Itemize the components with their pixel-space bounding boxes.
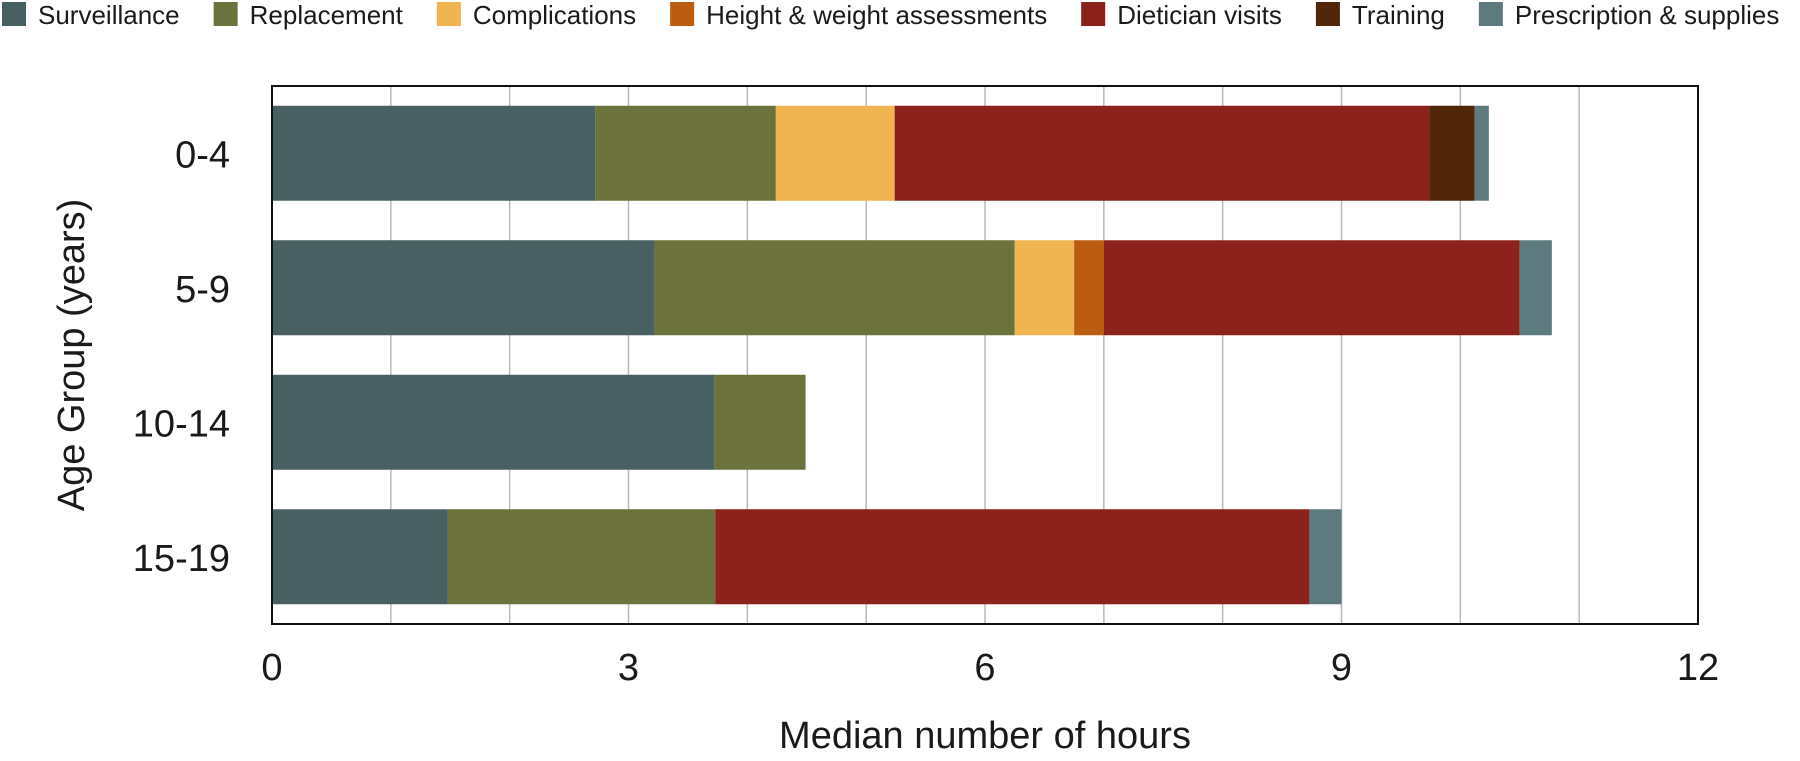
bar-segment [1474, 105, 1489, 201]
bar-segment [1014, 240, 1075, 336]
y-tick-label: 10-14 [133, 403, 230, 445]
bar-segment [1074, 240, 1104, 336]
y-tick-label: 5-9 [175, 269, 230, 311]
bar-segment [1519, 240, 1552, 336]
legend-label: Complications [473, 0, 636, 30]
x-tick-label: 3 [618, 647, 639, 689]
legend-item: Replacement [213, 0, 404, 30]
legend-item: Complications [436, 0, 636, 30]
legend-item: Surveillance [2, 0, 180, 30]
x-tick-label: 0 [261, 647, 282, 689]
legend-swatch [1478, 2, 1503, 26]
bar-segment [715, 509, 1310, 605]
legend: Surveillance Replacement Complications Heig… [2, 0, 1779, 30]
bar-segment [894, 105, 1430, 201]
y-axis-title: Age Group (years) [51, 199, 93, 512]
bar-segment [1309, 509, 1342, 605]
legend-label: Dietician visits [1117, 0, 1282, 30]
y-tick-label: 15-19 [133, 538, 230, 580]
bar-segment [595, 105, 776, 201]
y-tick-label: 0-4 [175, 134, 230, 176]
legend-swatch [670, 2, 695, 26]
bar-segment [1429, 105, 1475, 201]
legend-item: Dietician visits [1081, 0, 1282, 30]
plot-area [271, 85, 1699, 625]
legend-swatch [213, 2, 238, 26]
legend-item: Training [1315, 0, 1445, 30]
bar-segment [1103, 240, 1520, 336]
plot-border [271, 85, 1699, 625]
bar-segment [447, 509, 716, 605]
bar-segment [654, 240, 1015, 336]
bar-segment [272, 105, 596, 201]
legend-label: Training [1352, 0, 1445, 30]
legend-label: Prescription & supplies [1515, 0, 1779, 30]
bar-segment [272, 509, 448, 605]
legend-item: Prescription & supplies [1478, 0, 1779, 30]
bar-segment [714, 374, 806, 470]
bar-segment [272, 240, 655, 336]
legend-label: Height & weight assessments [706, 0, 1047, 30]
bar-segment [775, 105, 895, 201]
legend-item: Height & weight assessments [670, 0, 1047, 30]
legend-label: Replacement [250, 0, 404, 30]
x-tick-label: 6 [974, 647, 995, 689]
legend-swatch [1081, 2, 1106, 26]
y-tick-labels: 0-4 5-9 10-14 15-19 [133, 134, 230, 580]
x-tick-label: 9 [1331, 647, 1352, 689]
legend-swatch [436, 2, 461, 26]
legend-label: Surveillance [38, 0, 180, 30]
bar-segment [272, 374, 715, 470]
legend-swatch [2, 2, 26, 26]
legend-swatch [1315, 2, 1340, 26]
x-tick-label: 12 [1677, 647, 1719, 689]
x-tick-labels: 0 3 6 9 12 [261, 647, 1719, 689]
x-axis-title: Median number of hours [779, 715, 1191, 757]
bars [272, 105, 1552, 605]
